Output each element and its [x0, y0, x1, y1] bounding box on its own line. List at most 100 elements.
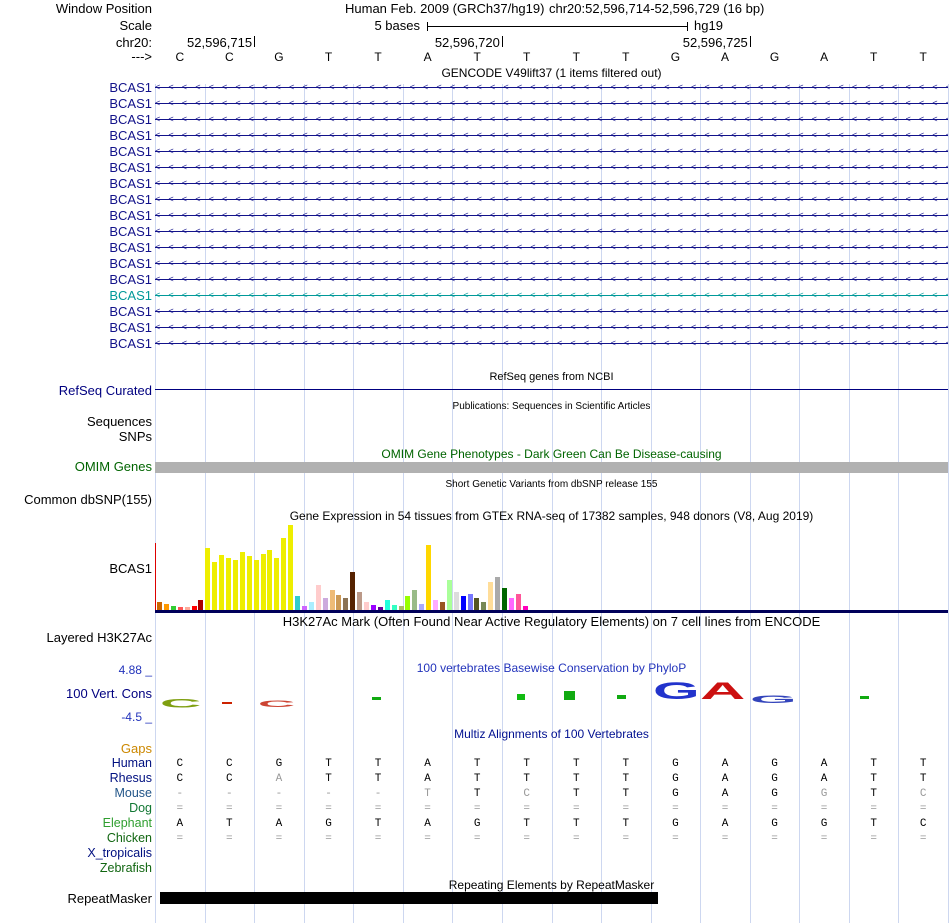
transcript-label[interactable]: BCAS1 [109, 256, 152, 271]
transcript-label[interactable]: BCAS1 [109, 80, 152, 95]
gtex-bar[interactable] [205, 548, 211, 610]
gtex-bar[interactable] [260, 554, 266, 610]
transcript-row[interactable]: <<<<<<<<<<<<<<<<<<<<<<<<<<<<<<<<<<<<<<<<… [155, 163, 948, 173]
gtex-bar[interactable] [508, 598, 514, 610]
snps-track-label[interactable]: SNPs [118, 429, 152, 444]
transcript-row[interactable]: <<<<<<<<<<<<<<<<<<<<<<<<<<<<<<<<<<<<<<<<… [155, 339, 948, 349]
gtex-bar[interactable] [212, 562, 218, 610]
gtex-bar[interactable] [253, 560, 259, 610]
refseq-track-title[interactable]: RefSeq genes from NCBI [489, 371, 614, 383]
transcript-row[interactable]: <<<<<<<<<<<<<<<<<<<<<<<<<<<<<<<<<<<<<<<<… [155, 323, 948, 333]
h3k27ac-track-title[interactable]: H3K27Ac Mark (Often Found Near Active Re… [282, 614, 821, 629]
multiz-track-title[interactable]: Multiz Alignments of 100 Vertebrates [454, 727, 649, 741]
gtex-bar[interactable] [488, 582, 494, 610]
repeatmasker-track-label[interactable]: RepeatMasker [67, 891, 152, 906]
gtex-bar[interactable] [412, 590, 418, 610]
transcript-label[interactable]: BCAS1 [109, 192, 152, 207]
gtex-bar[interactable] [446, 580, 452, 610]
gtex-bar[interactable] [274, 558, 280, 610]
transcript-label[interactable]: BCAS1 [109, 272, 152, 287]
gtex-bar[interactable] [460, 596, 466, 610]
omim-track-label[interactable]: OMIM Genes [74, 459, 152, 474]
h3k27ac-track-label[interactable]: Layered H3K27Ac [46, 630, 152, 645]
gaps-row-label[interactable]: Gaps [120, 741, 152, 756]
species-label[interactable]: Human [111, 756, 152, 770]
gtex-bar[interactable] [453, 592, 459, 610]
gtex-bar[interactable] [439, 602, 445, 610]
dbsnp-track-title[interactable]: Short Genetic Variants from dbSNP releas… [445, 479, 658, 490]
transcript-label[interactable]: BCAS1 [109, 288, 152, 303]
refseq-track-line[interactable] [155, 389, 948, 390]
gtex-bar[interactable] [522, 606, 528, 610]
species-label[interactable]: X_tropicalis [87, 846, 152, 860]
transcript-row[interactable]: <<<<<<<<<<<<<<<<<<<<<<<<<<<<<<<<<<<<<<<<… [155, 211, 948, 221]
gtex-bar[interactable] [329, 590, 335, 610]
transcript-row[interactable]: <<<<<<<<<<<<<<<<<<<<<<<<<<<<<<<<<<<<<<<<… [155, 83, 948, 93]
transcript-row[interactable]: <<<<<<<<<<<<<<<<<<<<<<<<<<<<<<<<<<<<<<<<… [155, 243, 948, 253]
gencode-track-title[interactable]: GENCODE V49lift37 (1 items filtered out) [441, 66, 662, 80]
gtex-bar[interactable] [322, 598, 328, 610]
gtex-bar[interactable] [246, 556, 252, 610]
gtex-bar[interactable] [350, 572, 356, 610]
gtex-bar[interactable] [419, 604, 425, 610]
transcript-label[interactable]: BCAS1 [109, 144, 152, 159]
gtex-bar[interactable] [177, 607, 183, 610]
gtex-bar[interactable] [502, 588, 507, 610]
phylop-track-title[interactable]: 100 vertebrates Basewise Conservation by… [416, 661, 687, 675]
gtex-bar[interactable] [433, 600, 438, 610]
gtex-bar[interactable] [364, 602, 369, 610]
transcript-row[interactable]: <<<<<<<<<<<<<<<<<<<<<<<<<<<<<<<<<<<<<<<<… [155, 99, 948, 109]
transcript-label[interactable]: BCAS1 [109, 160, 152, 175]
transcript-row[interactable]: <<<<<<<<<<<<<<<<<<<<<<<<<<<<<<<<<<<<<<<<… [155, 291, 948, 301]
repeatmasker-track-title[interactable]: Repeating Elements by RepeatMasker [448, 878, 655, 892]
gtex-bar[interactable] [232, 560, 238, 610]
gtex-bar[interactable] [398, 606, 404, 610]
gtex-bar[interactable] [308, 602, 314, 610]
gtex-bar[interactable] [157, 602, 162, 610]
gtex-bar[interactable] [267, 550, 273, 610]
gtex-bar[interactable] [370, 605, 376, 610]
transcript-row[interactable]: <<<<<<<<<<<<<<<<<<<<<<<<<<<<<<<<<<<<<<<<… [155, 259, 948, 269]
transcript-label[interactable]: BCAS1 [109, 336, 152, 351]
transcript-row[interactable]: <<<<<<<<<<<<<<<<<<<<<<<<<<<<<<<<<<<<<<<<… [155, 195, 948, 205]
gtex-bar[interactable] [343, 598, 349, 610]
gtex-bar[interactable] [515, 594, 521, 610]
transcript-label[interactable]: BCAS1 [109, 176, 152, 191]
repeat-feature-bar[interactable] [160, 892, 658, 904]
species-label[interactable]: Rhesus [109, 771, 152, 785]
gtex-bar[interactable] [391, 605, 397, 610]
species-label[interactable]: Elephant [102, 816, 152, 830]
gtex-bar[interactable] [426, 545, 432, 610]
transcript-label[interactable]: BCAS1 [109, 208, 152, 223]
species-label[interactable]: Zebrafish [99, 861, 152, 875]
publications-track-title[interactable]: Publications: Sequences in Scientific Ar… [452, 401, 651, 412]
transcript-row[interactable]: <<<<<<<<<<<<<<<<<<<<<<<<<<<<<<<<<<<<<<<<… [155, 227, 948, 237]
phylop-track-label[interactable]: 100 Vert. Cons [66, 686, 152, 701]
transcript-row[interactable]: <<<<<<<<<<<<<<<<<<<<<<<<<<<<<<<<<<<<<<<<… [155, 147, 948, 157]
gtex-bar[interactable] [405, 596, 411, 610]
gtex-bar[interactable] [295, 596, 300, 610]
gtex-bar[interactable] [163, 604, 169, 610]
gtex-bar[interactable] [239, 552, 245, 610]
omim-feature-bar[interactable] [155, 462, 948, 473]
transcript-row[interactable]: <<<<<<<<<<<<<<<<<<<<<<<<<<<<<<<<<<<<<<<<… [155, 307, 948, 317]
gtex-bar[interactable] [281, 538, 287, 610]
transcript-row[interactable]: <<<<<<<<<<<<<<<<<<<<<<<<<<<<<<<<<<<<<<<<… [155, 275, 948, 285]
species-label[interactable]: Chicken [106, 831, 152, 845]
gtex-bar[interactable] [219, 555, 225, 610]
gtex-bar[interactable] [226, 558, 231, 610]
transcript-row[interactable]: <<<<<<<<<<<<<<<<<<<<<<<<<<<<<<<<<<<<<<<<… [155, 131, 948, 141]
gtex-bar[interactable] [384, 600, 390, 610]
gtex-track-title[interactable]: Gene Expression in 54 tissues from GTEx … [289, 509, 814, 523]
gtex-bar[interactable] [288, 525, 294, 610]
transcript-label[interactable]: BCAS1 [109, 224, 152, 239]
gtex-bar[interactable] [481, 602, 487, 610]
transcript-row[interactable]: <<<<<<<<<<<<<<<<<<<<<<<<<<<<<<<<<<<<<<<<… [155, 115, 948, 125]
transcript-label[interactable]: BCAS1 [109, 304, 152, 319]
species-label[interactable]: Dog [129, 801, 152, 815]
gtex-bar[interactable] [315, 585, 321, 610]
gtex-bar[interactable] [467, 594, 473, 610]
transcript-label[interactable]: BCAS1 [109, 320, 152, 335]
transcript-label[interactable]: BCAS1 [109, 128, 152, 143]
transcript-label[interactable]: BCAS1 [109, 240, 152, 255]
